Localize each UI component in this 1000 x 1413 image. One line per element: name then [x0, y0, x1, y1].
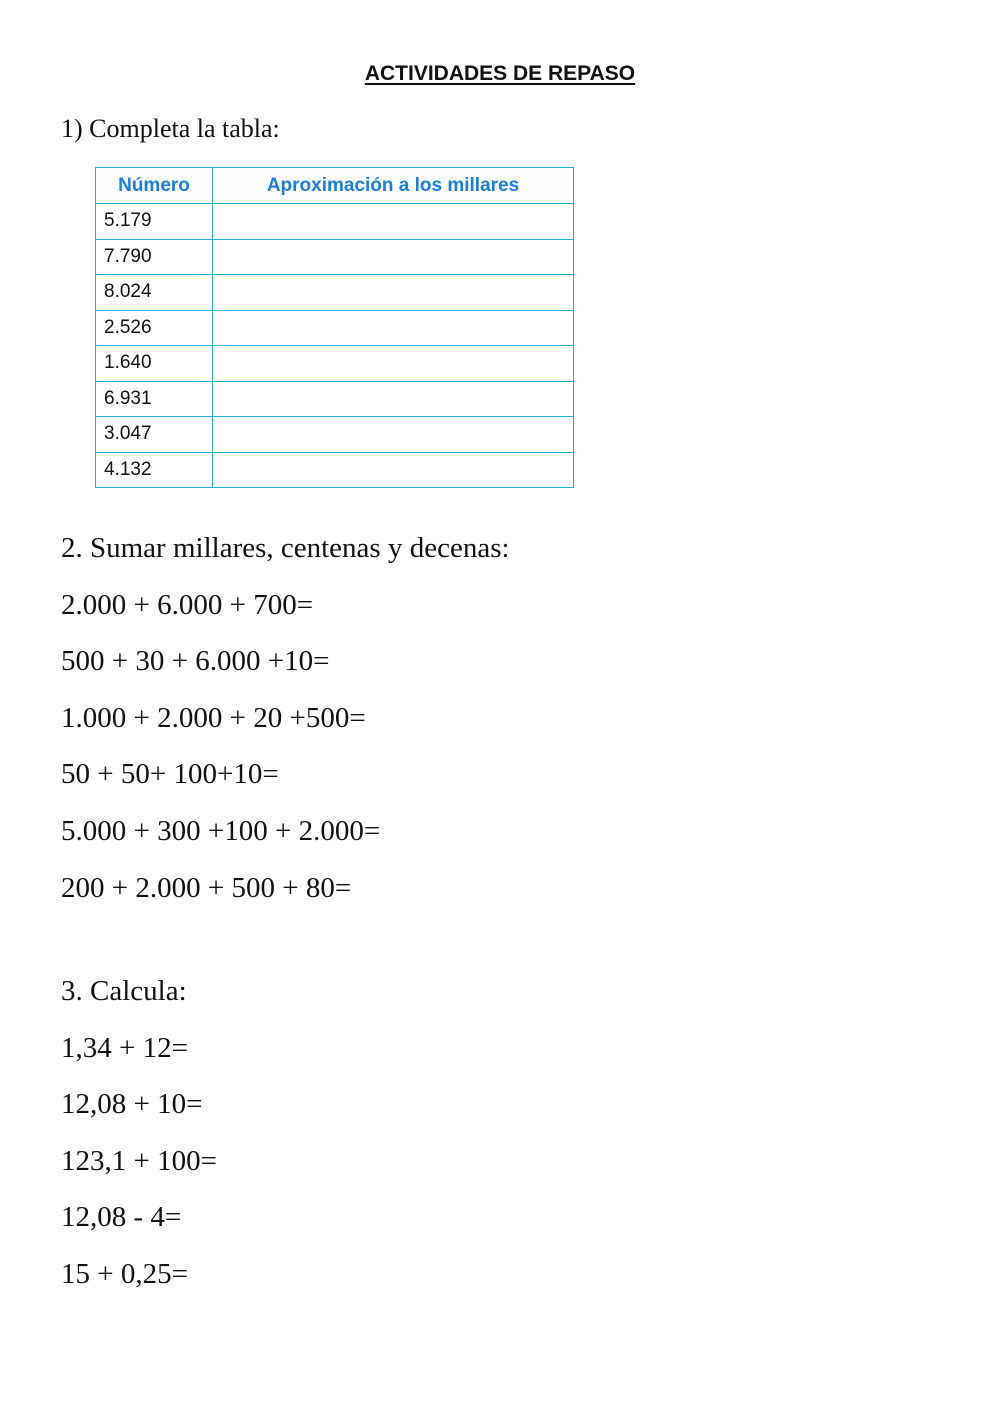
number-cell: 7.790	[95, 238, 213, 275]
exercise-item: 12,08 + 10=	[61, 1088, 203, 1121]
table-row: 4.132	[95, 451, 574, 488]
answer-cell[interactable]	[212, 238, 574, 275]
exercise-item: 12,08 - 4=	[61, 1201, 182, 1234]
answer-cell[interactable]	[212, 309, 574, 346]
number-cell: 1.640	[95, 345, 213, 382]
number-cell: 8.024	[95, 274, 213, 311]
section1-heading: 1) Completa la tabla:	[61, 114, 280, 143]
table-row: 2.526	[95, 309, 574, 346]
exercise-item: 5.000 + 300 +100 + 2.000=	[61, 815, 381, 847]
exercise-item: 2.000 + 6.000 + 700=	[61, 588, 314, 621]
exercise-item: 123,1 + 100=	[61, 1144, 217, 1177]
section2-heading: 2. Sumar millares, centenas y decenas:	[61, 532, 510, 564]
table-row: 3.047	[95, 416, 574, 453]
number-cell: 6.931	[95, 380, 213, 417]
table-row: 7.790	[95, 238, 574, 275]
answer-cell[interactable]	[212, 416, 574, 453]
exercise-item: 200 + 2.000 + 500 + 80=	[61, 871, 352, 904]
table-row: 1.640	[95, 345, 574, 382]
table-row: 5.179	[95, 203, 574, 240]
rounding-table: Número Aproximación a los millares 5.179…	[95, 167, 574, 488]
number-cell: 4.132	[95, 451, 213, 488]
answer-cell[interactable]	[212, 274, 574, 311]
table-row: 6.931	[95, 380, 574, 417]
number-cell: 3.047	[95, 416, 213, 453]
answer-cell[interactable]	[212, 345, 574, 382]
table-row: 8.024	[95, 274, 574, 311]
answer-cell[interactable]	[212, 380, 574, 417]
header-numero: Número	[95, 167, 213, 204]
number-cell: 2.526	[95, 309, 213, 346]
exercise-item: 500 + 30 + 6.000 +10=	[61, 645, 330, 678]
exercise-item: 50 + 50+ 100+10=	[61, 758, 279, 791]
answer-cell[interactable]	[212, 451, 574, 488]
number-cell: 5.179	[95, 203, 213, 240]
answer-cell[interactable]	[212, 203, 574, 240]
exercise-item: 1,34 + 12=	[61, 1031, 188, 1064]
header-aproximacion: Aproximación a los millares	[212, 167, 574, 204]
table-header-row: Número Aproximación a los millares	[95, 167, 574, 204]
exercise-item: 1.000 + 2.000 + 20 +500=	[61, 701, 366, 734]
section3-heading: 3. Calcula:	[61, 975, 187, 1007]
exercise-item: 15 + 0,25=	[61, 1258, 188, 1290]
page-title: ACTIVIDADES DE REPASO	[364, 62, 636, 85]
